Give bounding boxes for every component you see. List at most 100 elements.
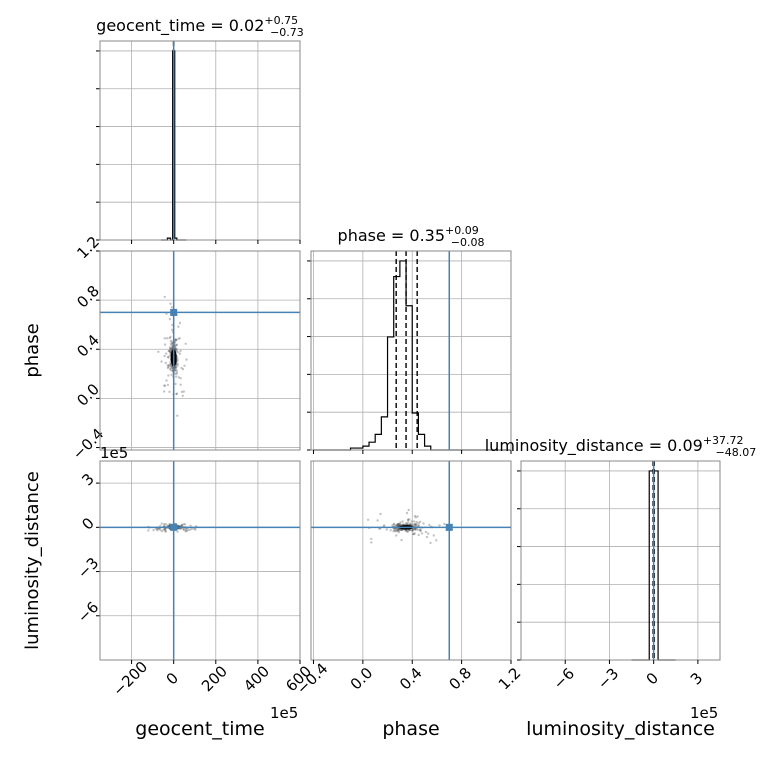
panel-frame bbox=[520, 460, 721, 661]
sample-point bbox=[175, 372, 178, 375]
sample-point bbox=[147, 529, 150, 532]
sample-point bbox=[169, 347, 172, 350]
sample-point bbox=[411, 529, 415, 532]
sample-point bbox=[391, 524, 394, 527]
sample-point bbox=[163, 295, 166, 299]
sample-point bbox=[414, 516, 417, 519]
x-tick-label: 0.8 bbox=[446, 664, 476, 694]
sample-point bbox=[396, 523, 399, 526]
sample-point bbox=[392, 530, 395, 533]
sample-point bbox=[182, 390, 186, 393]
sample-point bbox=[185, 529, 188, 533]
sample-point bbox=[182, 528, 185, 531]
sample-point bbox=[370, 537, 373, 541]
sample-point bbox=[174, 347, 177, 351]
sample-point bbox=[177, 376, 181, 379]
sample-point bbox=[416, 528, 419, 531]
sample-point bbox=[168, 364, 171, 367]
sample-point bbox=[168, 317, 172, 321]
sample-point bbox=[169, 302, 172, 305]
sample-point bbox=[420, 532, 424, 535]
panel-frame bbox=[310, 250, 512, 451]
sample-point bbox=[178, 352, 182, 355]
sample-point bbox=[398, 523, 401, 526]
sample-point bbox=[408, 518, 411, 521]
x-tick-label: 0.4 bbox=[396, 664, 426, 694]
sample-point bbox=[174, 382, 177, 386]
sample-point bbox=[166, 355, 170, 359]
sample-point bbox=[400, 528, 403, 532]
y-offset-label: 1e5 bbox=[100, 444, 128, 462]
x-tick-label: 0 bbox=[643, 669, 662, 688]
sample-point bbox=[402, 523, 405, 526]
sample-point bbox=[393, 529, 397, 533]
y-tick-label: 3 bbox=[78, 470, 97, 489]
sample-point bbox=[176, 362, 179, 366]
sample-point bbox=[177, 325, 180, 328]
y-tick-label: −6 bbox=[74, 598, 102, 626]
sample-point bbox=[393, 522, 396, 526]
sample-point bbox=[396, 524, 400, 527]
sample-point bbox=[414, 528, 417, 531]
sample-point bbox=[417, 524, 420, 528]
sample-point bbox=[397, 528, 401, 531]
sample-point bbox=[170, 343, 173, 347]
sample-point bbox=[168, 349, 171, 352]
sample-point bbox=[194, 528, 197, 531]
x-offset-label: 1e5 bbox=[690, 704, 718, 722]
panel-hist-luminosity_distance: luminosity_distance = 0.09+37.72 −48.07 −6… bbox=[485, 434, 757, 740]
sample-point bbox=[385, 528, 388, 531]
sample-point bbox=[163, 337, 166, 340]
sample-point bbox=[169, 339, 173, 343]
y-tick-label: 0 bbox=[78, 514, 97, 533]
sample-point bbox=[432, 534, 435, 537]
sample-point bbox=[167, 374, 170, 377]
sample-point bbox=[389, 529, 392, 532]
sample-point bbox=[174, 366, 177, 369]
x-tick-label: −3 bbox=[594, 665, 622, 693]
sample-point bbox=[160, 360, 163, 363]
x-axis-label: geocent_time bbox=[135, 718, 264, 740]
sample-point bbox=[183, 364, 186, 367]
sample-point bbox=[174, 369, 177, 372]
sample-point bbox=[174, 366, 177, 369]
sample-point bbox=[164, 530, 167, 533]
sample-point bbox=[422, 522, 425, 525]
panel-frame bbox=[99, 460, 301, 661]
sample-point bbox=[169, 348, 173, 351]
sample-point bbox=[175, 392, 178, 396]
sample-point bbox=[415, 527, 418, 530]
sample-point bbox=[397, 522, 400, 526]
sample-point bbox=[164, 527, 167, 531]
sample-point bbox=[404, 529, 407, 532]
sample-point bbox=[171, 328, 174, 331]
sample-point bbox=[395, 534, 398, 537]
sample-point bbox=[163, 528, 166, 531]
sample-point bbox=[184, 530, 187, 533]
sample-point bbox=[170, 373, 173, 377]
sample-point bbox=[170, 342, 173, 345]
sample-point bbox=[175, 375, 178, 378]
sample-point bbox=[396, 523, 399, 526]
y-axis-label: luminosity_distance bbox=[22, 471, 43, 650]
sample-point bbox=[190, 527, 193, 531]
sample-point bbox=[163, 528, 167, 531]
sample-point bbox=[366, 518, 370, 521]
sample-point bbox=[166, 364, 169, 367]
sample-point bbox=[169, 351, 172, 354]
sample-point bbox=[182, 523, 185, 526]
sample-point bbox=[175, 392, 178, 395]
sample-point bbox=[174, 338, 177, 341]
sample-point bbox=[167, 365, 170, 369]
sample-point bbox=[412, 532, 415, 536]
sample-point bbox=[176, 357, 179, 360]
sample-point bbox=[408, 529, 412, 532]
sample-point bbox=[174, 372, 177, 375]
sample-point bbox=[397, 527, 400, 531]
x-tick-label: 3 bbox=[687, 669, 706, 688]
sample-point bbox=[162, 390, 166, 393]
sample-point bbox=[163, 384, 167, 387]
sample-point bbox=[418, 528, 422, 532]
sample-point bbox=[179, 349, 182, 353]
